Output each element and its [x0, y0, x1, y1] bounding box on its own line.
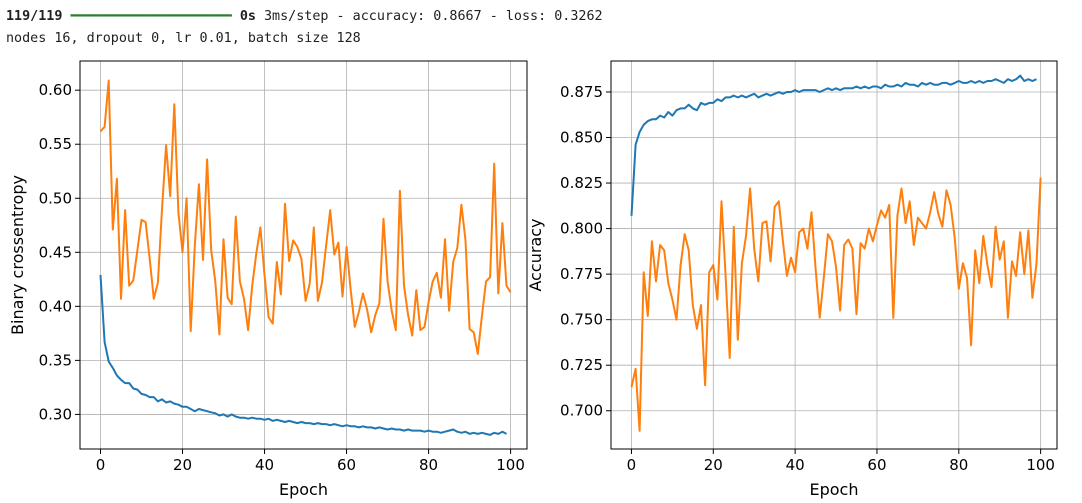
steps-counter: 119/119 — [6, 9, 63, 24]
series-line-2 — [630, 177, 1042, 432]
y-tick-label: 0.45 — [39, 243, 72, 261]
y-tick-label: 0.750 — [560, 311, 603, 329]
y-axis-label: Accuracy — [526, 218, 545, 291]
y-tick-label: 0.35 — [39, 351, 72, 369]
x-tick-label: 60 — [867, 456, 886, 474]
series-line-1 — [99, 274, 507, 436]
y-tick-label: 0.55 — [39, 135, 72, 153]
x-tick-label: 100 — [496, 456, 525, 474]
y-tick-label: 0.50 — [39, 189, 72, 207]
x-tick-label: 40 — [786, 456, 805, 474]
progress-line: 119/119 ━━━━━━━━━━━━━━━━━━━━ 0s 3ms/step… — [6, 6, 603, 28]
y-tick-label: 0.60 — [39, 81, 72, 99]
x-tick-label: 0 — [627, 456, 637, 474]
y-tick-label: 0.700 — [560, 402, 603, 420]
axes-frame — [610, 60, 1058, 450]
progress-bar: ━━━━━━━━━━━━━━━━━━━━ — [70, 9, 232, 24]
x-tick-label: 20 — [173, 456, 192, 474]
x-axis-label: Epoch — [810, 480, 859, 499]
y-tick-label: 0.775 — [560, 265, 603, 283]
x-tick-label: 60 — [337, 456, 356, 474]
console-output: 119/119 ━━━━━━━━━━━━━━━━━━━━ 0s 3ms/step… — [6, 6, 603, 50]
accuracy-chart: 0 20 40 60 80 100 0.700 0.725 0.750 0.775 0.800 0.8… — [526, 60, 1058, 499]
x-tick-label: 80 — [949, 456, 968, 474]
metrics-text: 3ms/step - accuracy: 0.8667 - loss: 0.32… — [264, 9, 603, 24]
x-tick-label: 20 — [704, 456, 723, 474]
run-config-line: nodes 16, dropout 0, lr 0.01, batch size… — [6, 31, 361, 46]
elapsed-time: 0s — [239, 9, 256, 24]
y-tick-label: 0.800 — [560, 220, 603, 238]
y-axis-label: Binary crossentropy — [8, 175, 27, 335]
x-tick-label: 80 — [419, 456, 438, 474]
x-tick-label: 0 — [96, 456, 106, 474]
axes-frame — [79, 60, 528, 450]
y-tick-label: 0.725 — [560, 356, 603, 374]
y-tick-label: 0.825 — [560, 174, 603, 192]
loss-chart: 0 20 40 60 80 100 0.30 0.35 0.40 0.45 0.50 0.55 0.60… — [8, 60, 528, 499]
series-line-1 — [630, 74, 1037, 216]
x-tick-label: 40 — [255, 456, 274, 474]
x-tick-label: 100 — [1026, 456, 1055, 474]
y-tick-label: 0.850 — [560, 129, 603, 147]
series-line-2 — [99, 79, 512, 355]
x-axis-label: Epoch — [279, 480, 328, 499]
y-tick-label: 0.875 — [560, 83, 603, 101]
y-tick-label: 0.30 — [39, 405, 72, 423]
y-tick-label: 0.40 — [39, 297, 72, 315]
